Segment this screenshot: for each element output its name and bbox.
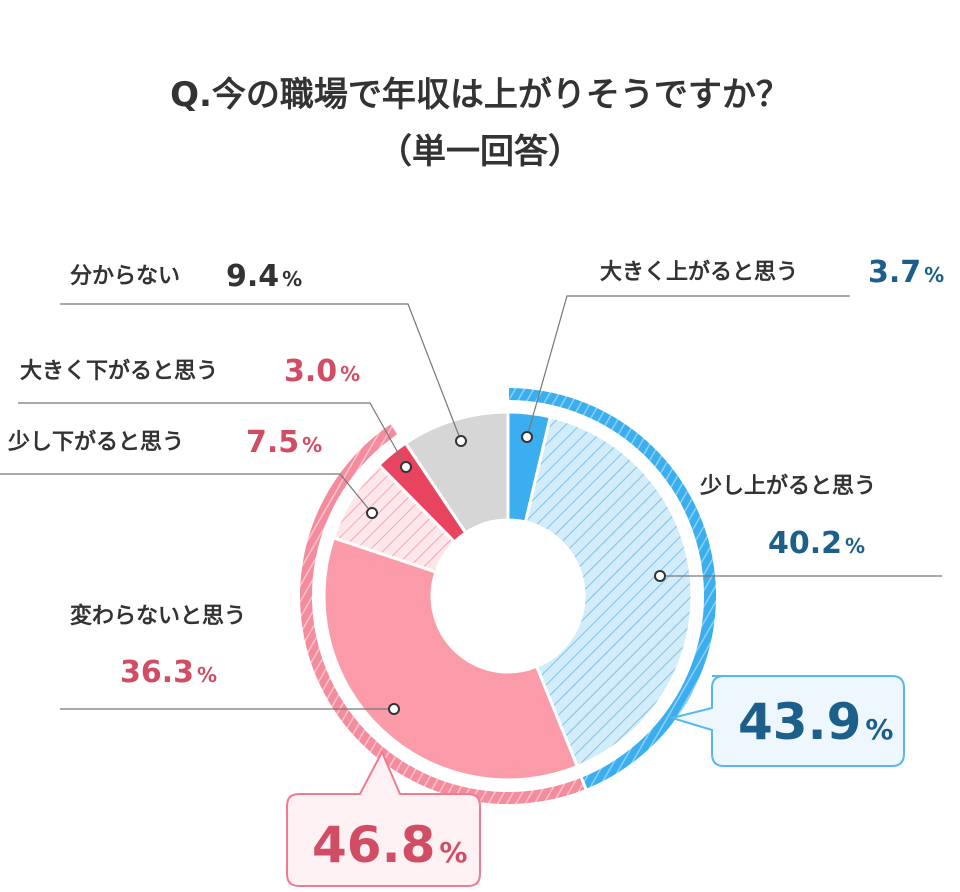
dot-down-big	[400, 461, 412, 473]
donut-slices	[322, 410, 694, 782]
total-value-down: 46.8%	[312, 816, 467, 874]
leader-dots	[366, 431, 666, 715]
label-up-small: 少し上がると思う	[699, 473, 876, 499]
total-callout-up: 43.9%	[668, 675, 905, 767]
value-up-small: 40.2%	[768, 526, 865, 561]
chart-title-line1: Q.今の職場で年収は上がりそうですか？	[170, 75, 790, 115]
label-down-small: 少し下がると思う	[7, 429, 184, 455]
dot-unknown	[455, 435, 467, 447]
label-down-big: 大きく下がると思う	[20, 358, 218, 384]
dot-up-small	[654, 570, 666, 582]
slice-up-small	[523, 415, 694, 769]
dot-up-big	[521, 431, 533, 443]
total-callout-down: 46.8%	[286, 749, 481, 887]
label-up-big: 大きく上がると思う	[600, 259, 798, 285]
chart-title-line2: （単一回答）	[378, 132, 582, 172]
label-unknown: 分からない	[70, 264, 180, 289]
total-value-up: 43.9%	[738, 693, 893, 751]
category-labels: 大きく上がると思う 3.7% 少し上がると思う 40.2% 変わらないと思う 3…	[7, 255, 944, 690]
dot-down-small	[366, 507, 378, 519]
leader-line-unknown	[60, 303, 462, 442]
label-no-change: 変わらないと思う	[70, 603, 246, 629]
slice-unknown	[403, 410, 510, 535]
dot-no-change	[388, 703, 400, 715]
value-no-change: 36.3%	[120, 655, 217, 690]
value-down-small: 7.5%	[246, 425, 322, 460]
slice-no-change	[322, 535, 580, 782]
leader-line-up-big	[526, 295, 850, 438]
value-up-big: 3.7%	[868, 255, 944, 290]
leader-lines	[0, 295, 942, 710]
leader-line-down-big	[18, 402, 407, 468]
value-unknown: 9.4%	[226, 259, 302, 294]
leader-line-down-small	[0, 473, 373, 514]
value-down-big: 3.0%	[284, 354, 360, 389]
